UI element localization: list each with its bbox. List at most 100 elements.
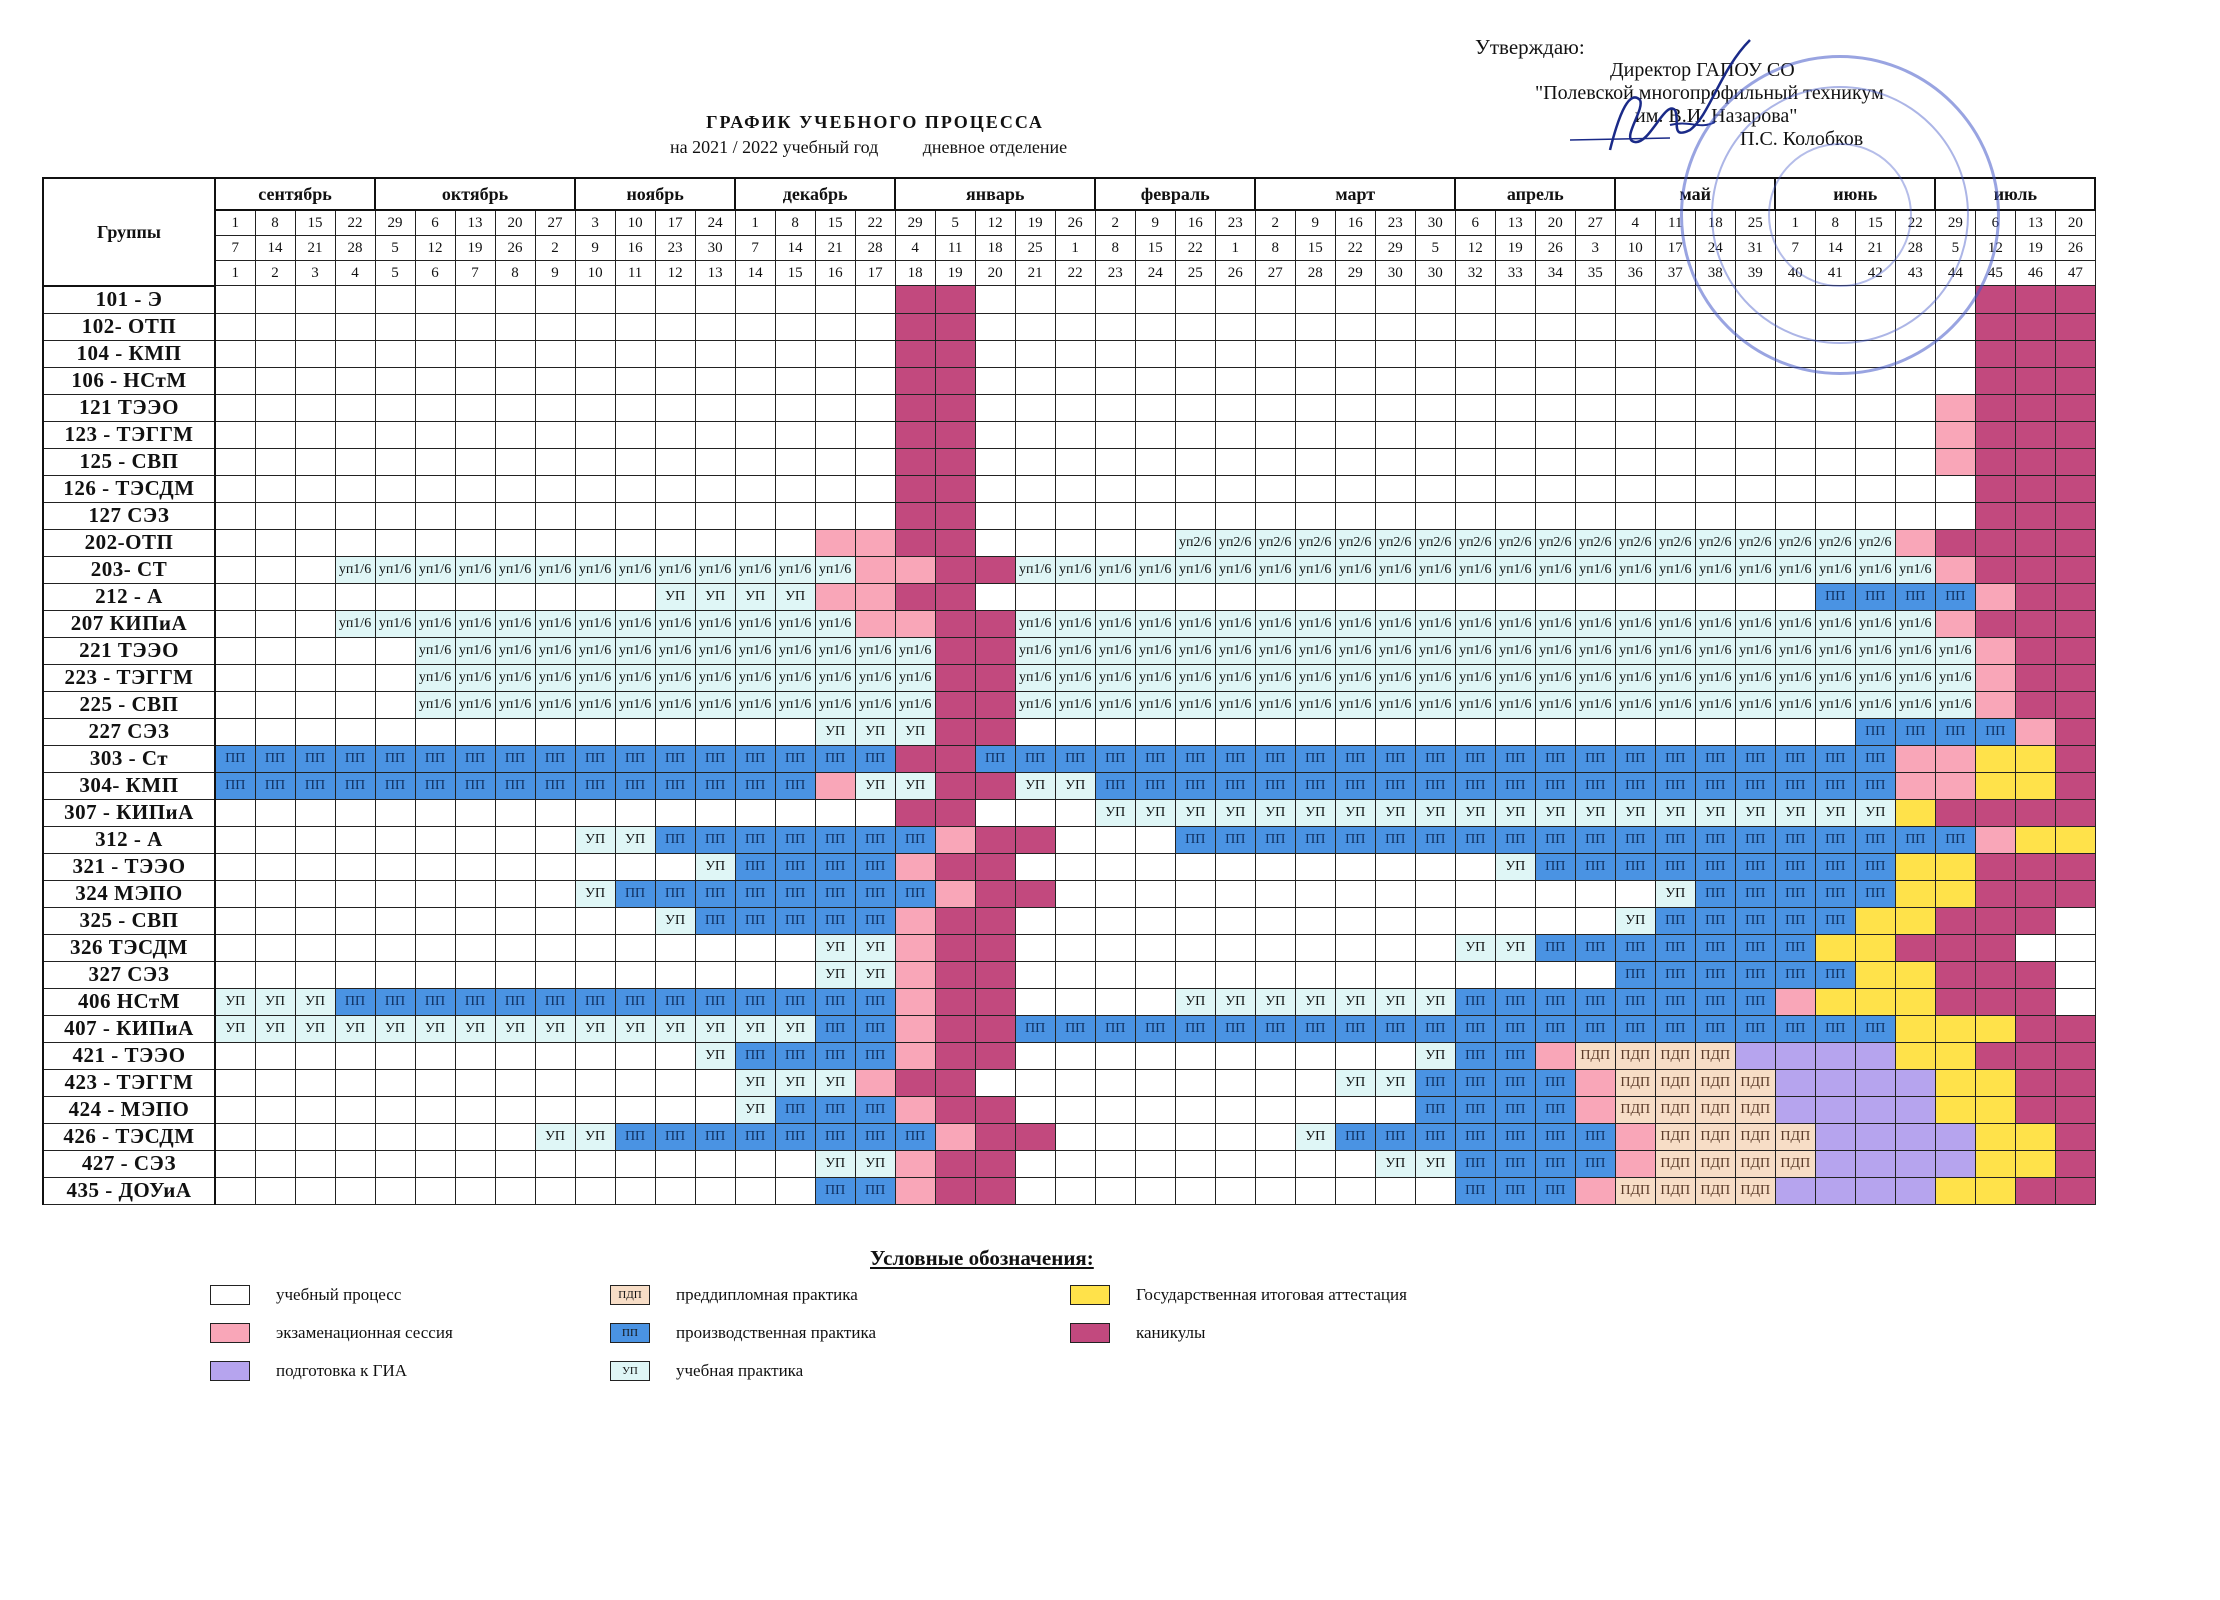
schedule-cell-study bbox=[454, 1149, 496, 1178]
week-start-cell: 4 bbox=[1614, 209, 1656, 236]
schedule-cell-study bbox=[1134, 1122, 1176, 1151]
schedule-cell-study bbox=[1214, 1122, 1256, 1151]
schedule-cell-vacation bbox=[2054, 285, 2096, 314]
schedule-cell-training-practice: УП bbox=[814, 960, 856, 989]
schedule-cell-study bbox=[534, 447, 576, 476]
schedule-cell-study bbox=[414, 1176, 456, 1205]
schedule-cell-study bbox=[1014, 1095, 1056, 1124]
schedule-cell-study bbox=[1814, 474, 1856, 503]
schedule-cell-training-practice: УП bbox=[894, 771, 936, 800]
schedule-cell-study bbox=[1254, 447, 1296, 476]
schedule-cell-vacation bbox=[2054, 1068, 2096, 1097]
week-start-cell: 15 bbox=[294, 209, 336, 236]
schedule-cell-training-practice: УП bbox=[694, 1014, 736, 1043]
schedule-cell-vacation bbox=[894, 366, 936, 395]
schedule-cell-study bbox=[1494, 879, 1536, 908]
schedule-cell-study bbox=[214, 879, 256, 908]
schedule-cell-study bbox=[614, 798, 656, 827]
schedule-cell-study bbox=[694, 447, 736, 476]
schedule-cell-training-practice: уп1/6 bbox=[1214, 636, 1256, 665]
schedule-cell-training-practice: УП bbox=[1254, 987, 1296, 1016]
schedule-cell-production-practice: ПП bbox=[734, 879, 776, 908]
schedule-cell-study bbox=[1054, 339, 1096, 368]
schedule-cell-vacation bbox=[934, 933, 976, 962]
schedule-cell-study bbox=[1414, 582, 1456, 611]
schedule-cell-study bbox=[1374, 717, 1416, 746]
schedule-cell-study bbox=[494, 366, 536, 395]
schedule-cell-study bbox=[854, 447, 896, 476]
schedule-cell-production-practice: ПП bbox=[774, 771, 816, 800]
schedule-cell-exam bbox=[814, 528, 856, 557]
schedule-cell-vacation bbox=[1934, 960, 1976, 989]
schedule-cell-study bbox=[1374, 960, 1416, 989]
schedule-cell-training-practice: УП bbox=[694, 1041, 736, 1070]
schedule-cell-training-practice: уп1/6 bbox=[694, 663, 736, 692]
schedule-cell-study bbox=[334, 636, 376, 665]
schedule-cell-production-practice: ПП bbox=[1014, 1014, 1056, 1043]
week-end-cell: 5 bbox=[1934, 235, 1976, 261]
schedule-cell-exam bbox=[1614, 1149, 1656, 1178]
schedule-cell-production-practice: ПП bbox=[1814, 1014, 1856, 1043]
schedule-cell-study bbox=[1854, 420, 1896, 449]
schedule-cell-study bbox=[1654, 474, 1696, 503]
schedule-cell-study bbox=[1294, 1041, 1336, 1070]
schedule-cell-study bbox=[1774, 285, 1816, 314]
schedule-cell-training-practice: уп1/6 bbox=[614, 690, 656, 719]
schedule-cell-study bbox=[454, 1068, 496, 1097]
week-end-cell: 8 bbox=[1254, 235, 1296, 261]
schedule-cell-vacation bbox=[2054, 1176, 2096, 1205]
week-num-cell: 7 bbox=[454, 260, 496, 286]
schedule-cell-study bbox=[254, 312, 296, 341]
schedule-cell-study bbox=[1054, 1095, 1096, 1124]
schedule-cell-vacation bbox=[1974, 528, 2016, 557]
schedule-cell-vacation bbox=[1974, 933, 2016, 962]
schedule-cell-training-practice: УП bbox=[1374, 987, 1416, 1016]
schedule-cell-study bbox=[1774, 393, 1816, 422]
schedule-cell-vacation bbox=[934, 771, 976, 800]
schedule-cell-study bbox=[534, 852, 576, 881]
schedule-cell-production-practice: ПП bbox=[1494, 1041, 1536, 1070]
week-num-cell: 11 bbox=[614, 260, 656, 286]
week-end-cell: 21 bbox=[294, 235, 336, 261]
schedule-cell-study bbox=[294, 1149, 336, 1178]
group-row: 121 ТЭЭО bbox=[42, 393, 2096, 422]
schedule-cell-study bbox=[214, 636, 256, 665]
schedule-cell-exam bbox=[1934, 420, 1976, 449]
legend-label: каникулы bbox=[1136, 1323, 1206, 1342]
schedule-cell-training-practice: УП bbox=[814, 717, 856, 746]
week-start-cell: 16 bbox=[1334, 209, 1376, 236]
group-name: 304- КМП bbox=[42, 771, 216, 800]
schedule-cell-study bbox=[974, 1068, 1016, 1097]
schedule-cell-study bbox=[1454, 906, 1496, 935]
schedule-cell-production-practice: ПП bbox=[814, 906, 856, 935]
schedule-cell-training-practice: уп1/6 bbox=[1734, 636, 1776, 665]
schedule-cell-production-practice: ПП bbox=[1574, 933, 1616, 962]
schedule-cell-training-practice: УП bbox=[1294, 798, 1336, 827]
schedule-cell-study bbox=[494, 717, 536, 746]
schedule-cell-study bbox=[974, 474, 1016, 503]
group-row: 312 - А УП УП ПП ПП ПП ПП ПП ПП ПП ПП ПП ПП ПП ПП ПП ПП П… bbox=[42, 825, 2096, 854]
schedule-cell-training-practice: уп1/6 bbox=[1294, 609, 1336, 638]
schedule-cell-vacation bbox=[2014, 609, 2056, 638]
schedule-cell-study bbox=[1854, 339, 1896, 368]
week-num-cell: 6 bbox=[414, 260, 456, 286]
schedule-cell-study bbox=[1574, 717, 1616, 746]
schedule-cell-study bbox=[2054, 933, 2096, 962]
schedule-cell-study bbox=[454, 501, 496, 530]
schedule-cell-vacation bbox=[2014, 1095, 2056, 1124]
schedule-cell-training-practice: уп1/6 bbox=[334, 609, 376, 638]
schedule-cell-state-attestation bbox=[1974, 1176, 2016, 1205]
schedule-cell-training-practice: уп2/6 bbox=[1494, 528, 1536, 557]
week-end-cell: 5 bbox=[1414, 235, 1456, 261]
schedule-cell-study bbox=[654, 852, 696, 881]
week-num-cell: 33 bbox=[1494, 260, 1536, 286]
schedule-cell-vacation bbox=[2054, 1014, 2096, 1043]
schedule-cell-study bbox=[654, 312, 696, 341]
schedule-cell-production-practice: ПП bbox=[414, 744, 456, 773]
schedule-cell-production-practice: ПП bbox=[1574, 852, 1616, 881]
week-num-cell: 14 bbox=[734, 260, 776, 286]
schedule-cell-study bbox=[374, 393, 416, 422]
schedule-cell-study bbox=[1094, 933, 1136, 962]
schedule-cell-study bbox=[1294, 447, 1336, 476]
month-header: апрель bbox=[1454, 177, 1617, 211]
